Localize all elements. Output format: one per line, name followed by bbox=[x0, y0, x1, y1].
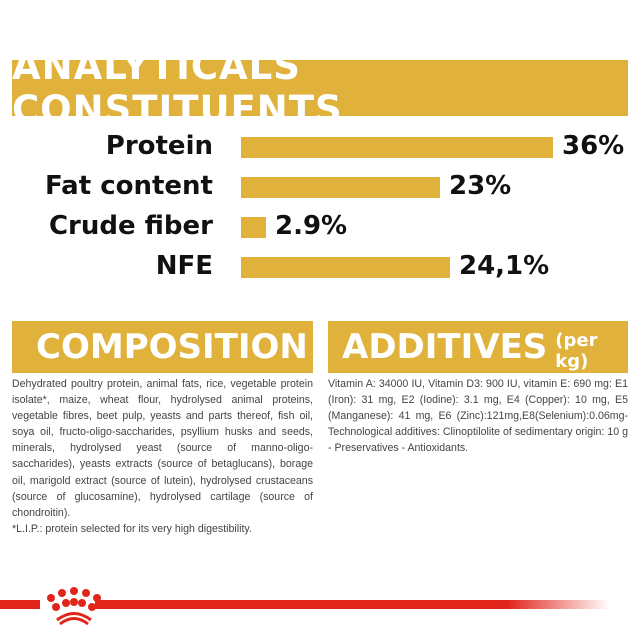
bar-nfe bbox=[241, 257, 450, 278]
analytical-header: ANALYTICALS CONSTITUENTS bbox=[12, 45, 628, 131]
additives-title: ADDITIVES bbox=[342, 327, 548, 367]
bar-crude-fiber bbox=[241, 217, 266, 238]
category-label: Fat content bbox=[44, 171, 213, 201]
brand-footer bbox=[0, 587, 610, 625]
red-line-left bbox=[0, 600, 40, 609]
additives-text: Vitamin A: 34000 IU, Vitamin D3: 900 IU,… bbox=[328, 378, 628, 455]
composition-body: Dehydrated poultry protein, animal fats,… bbox=[12, 378, 313, 519]
bar-protein bbox=[241, 137, 553, 158]
composition-header: COMPOSITION bbox=[12, 321, 313, 373]
additives-header: ADDITIVES (per kg) bbox=[328, 321, 628, 373]
bar-fat-content bbox=[241, 177, 440, 198]
composition-title: COMPOSITION bbox=[36, 327, 308, 367]
red-line-right bbox=[95, 600, 610, 609]
additives-subtitle: (per kg) bbox=[555, 330, 598, 372]
value-label: 2.9% bbox=[275, 211, 348, 241]
value-label: 23% bbox=[449, 171, 512, 201]
royal-canin-crown-icon bbox=[47, 587, 101, 625]
category-label: Crude fiber bbox=[48, 211, 213, 241]
category-label: Protein bbox=[105, 131, 213, 161]
composition-text: Dehydrated poultry protein, animal fats,… bbox=[12, 376, 313, 537]
value-label: 24,1% bbox=[459, 251, 550, 281]
composition-footnote: *L.I.P.: protein selected for its very h… bbox=[12, 522, 252, 535]
value-label: 36% bbox=[562, 131, 625, 161]
category-label: NFE bbox=[155, 251, 213, 281]
